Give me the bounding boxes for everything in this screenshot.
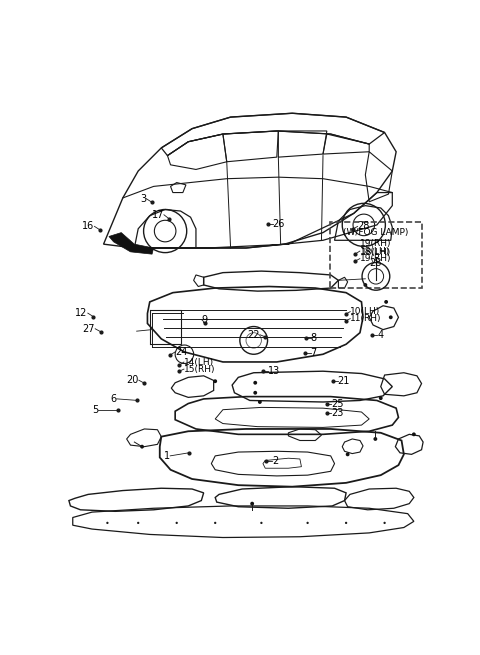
Polygon shape — [109, 233, 154, 254]
Circle shape — [258, 400, 262, 404]
Text: 7: 7 — [311, 348, 317, 358]
Text: 2: 2 — [272, 456, 278, 466]
Text: 9: 9 — [202, 314, 208, 325]
Text: 6: 6 — [110, 394, 117, 404]
Circle shape — [384, 522, 386, 524]
Text: 14(LH): 14(LH) — [184, 358, 214, 367]
Circle shape — [384, 300, 388, 304]
Circle shape — [345, 522, 347, 524]
Circle shape — [253, 381, 257, 384]
Text: 3: 3 — [140, 194, 146, 204]
Circle shape — [373, 437, 377, 441]
Circle shape — [363, 283, 367, 287]
Text: 28: 28 — [370, 258, 382, 268]
Circle shape — [213, 379, 217, 383]
Circle shape — [379, 396, 383, 400]
Circle shape — [250, 502, 254, 506]
Circle shape — [346, 453, 349, 457]
Text: 15(RH): 15(RH) — [184, 365, 216, 373]
Text: 19(RH): 19(RH) — [360, 239, 392, 248]
Text: 8: 8 — [311, 333, 317, 343]
Circle shape — [140, 445, 144, 449]
Text: 25: 25 — [331, 400, 344, 409]
Text: 10(LH): 10(LH) — [350, 307, 381, 316]
Text: 12: 12 — [75, 308, 88, 318]
Text: 23: 23 — [331, 409, 343, 419]
Text: 20: 20 — [126, 375, 139, 385]
Circle shape — [137, 522, 139, 524]
Circle shape — [176, 522, 178, 524]
Text: 22: 22 — [248, 330, 260, 340]
Text: (W/FOG LAMP): (W/FOG LAMP) — [343, 229, 408, 238]
Circle shape — [260, 522, 263, 524]
Text: 1: 1 — [164, 451, 170, 461]
Circle shape — [214, 522, 216, 524]
Text: 5: 5 — [92, 405, 98, 415]
Circle shape — [306, 522, 309, 524]
Text: 16: 16 — [82, 221, 95, 231]
Text: 13: 13 — [268, 366, 280, 376]
Text: 11(RH): 11(RH) — [350, 314, 382, 323]
Text: 18(LH): 18(LH) — [360, 246, 390, 255]
Text: 18(LH): 18(LH) — [361, 248, 391, 257]
Text: 21: 21 — [337, 376, 350, 386]
Circle shape — [253, 391, 257, 395]
Text: 26: 26 — [273, 219, 285, 229]
Text: 28: 28 — [358, 221, 370, 231]
Circle shape — [389, 315, 393, 319]
Circle shape — [106, 522, 108, 524]
Text: 19(RH): 19(RH) — [360, 254, 391, 263]
Circle shape — [412, 432, 416, 436]
Text: 4: 4 — [377, 330, 384, 340]
Text: 27: 27 — [83, 324, 95, 334]
Text: 24: 24 — [175, 347, 187, 357]
Text: 17: 17 — [152, 210, 164, 220]
